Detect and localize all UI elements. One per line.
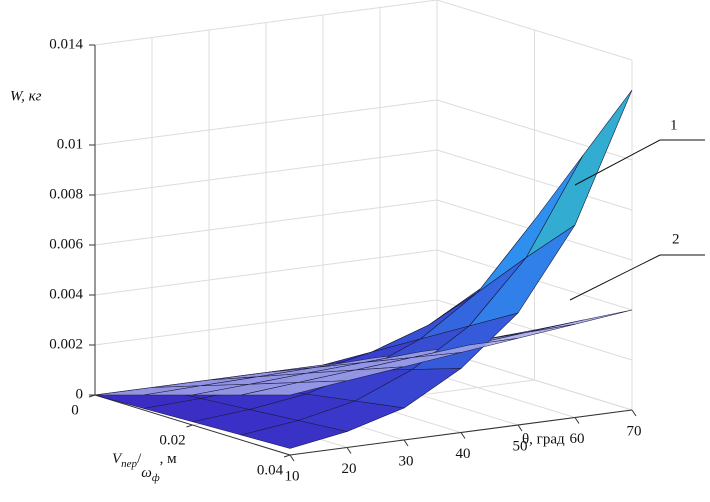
tick-mark [346,447,352,454]
tick-mark [283,454,291,458]
x-axis-line [289,409,633,456]
tick-mark [403,439,409,447]
tick-mark [186,424,193,428]
z-tick-label: 0.01 [57,136,83,152]
x-tick-label: 10 [285,468,300,484]
surface-patch [525,89,633,258]
x-tick-label: 60 [570,431,585,447]
x-tick-label: 20 [342,461,357,477]
surface-patch [240,420,349,449]
tick-mark [517,424,523,432]
series-label: 1 [670,117,678,133]
y-axis-line [94,394,291,456]
x-tick-label: 70 [627,423,642,439]
z-tick-label: 0.004 [49,286,83,302]
z-tick-label: 0.014 [49,36,83,52]
tick-mark [88,394,96,398]
surface-patch [526,309,633,333]
x-tick-label: 40 [456,446,471,462]
y-axis-label: Vпер/ωф, м [112,451,177,483]
y-tick-label: 0.04 [257,462,284,478]
y-tick-label: 0.02 [159,432,185,448]
z-axis-label: W, кг [10,88,42,104]
z-tick-label: 0.006 [49,236,83,252]
leader-1 [574,139,705,186]
tick-mark [574,417,580,424]
z-tick-label: 0.008 [49,186,83,202]
series-label: 2 [672,231,680,247]
surfaces [94,89,633,449]
z-tick-label: 0 [76,386,84,402]
leader-2 [569,254,705,301]
z-tick-label: 0.002 [49,336,83,352]
y-tick-label: 0 [71,402,79,418]
surface-patch [241,380,348,396]
tick-mark [460,432,466,439]
tick-mark [289,454,295,462]
tick-mark [631,409,637,417]
x-tick-label: 50 [513,438,528,454]
x-axis-label: θ, град [522,431,565,447]
x-tick-label: 30 [399,453,414,469]
